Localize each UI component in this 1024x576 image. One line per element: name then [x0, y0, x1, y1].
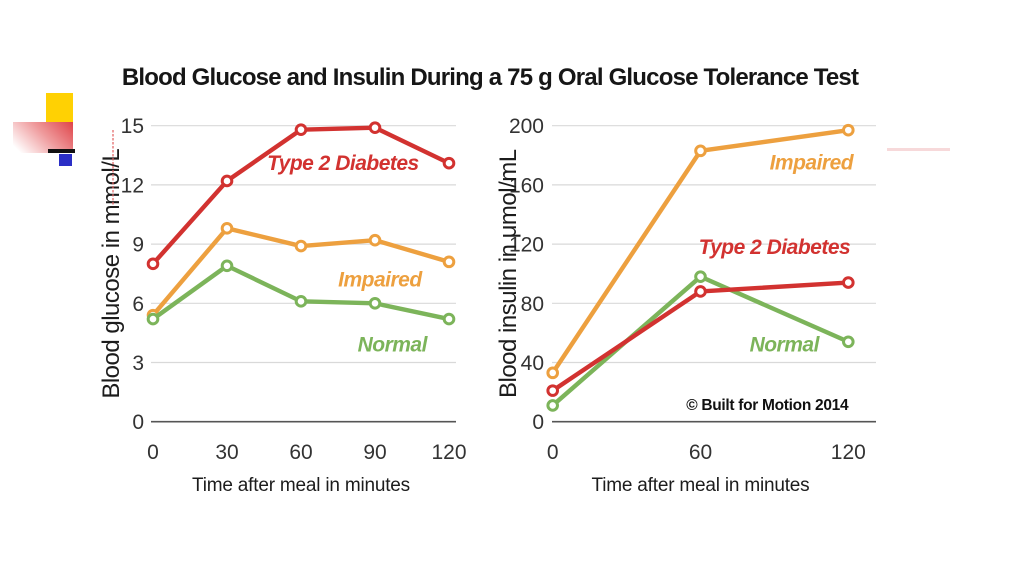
series-label-impaired: Impaired [770, 152, 855, 175]
data-point-type-2-diabetes [842, 276, 855, 289]
data-point-impaired [442, 255, 456, 269]
data-point-normal [546, 399, 560, 412]
x-tick-label: 60 [289, 441, 312, 464]
decoration-black-line [48, 149, 75, 153]
data-point-normal [146, 312, 160, 326]
decoration-red-gradient [13, 122, 73, 153]
y-tick-label: 9 [132, 234, 144, 257]
x-tick-label: 30 [215, 441, 238, 464]
data-point-type-2-diabetes [294, 123, 308, 136]
data-point-impaired [842, 123, 855, 137]
data-point-normal [842, 335, 855, 349]
data-point-normal [694, 270, 707, 283]
data-point-normal [220, 259, 234, 273]
y-tick-label: 120 [509, 234, 544, 257]
x-tick-label: 0 [547, 441, 559, 464]
x-tick-label: 90 [363, 441, 386, 464]
data-point-type-2-diabetes [546, 384, 560, 397]
y-tick-label: 0 [532, 411, 544, 434]
data-point-type-2-diabetes [442, 156, 456, 170]
chart-blood-glucose: 0 3 6 9 12 15 0 30 60 90 120 Time after meal in min… [98, 115, 467, 496]
y-axis-title: Blood glucose in mmol/L [98, 149, 125, 399]
chart-blood-insulin: 0 40 80 120 160 200 0 60 120 Time after meal in m… [495, 115, 876, 496]
y-tick-label: 0 [132, 411, 144, 434]
y-tick-label: 160 [509, 174, 544, 197]
data-point-normal [294, 295, 308, 308]
y-tick-label: 80 [521, 293, 544, 316]
x-tick-label: 60 [689, 441, 712, 464]
data-point-type-2-diabetes [368, 121, 382, 134]
y-tick-label: 15 [121, 115, 144, 138]
data-point-normal [442, 312, 456, 326]
decoration-faint-pink-line [887, 148, 950, 151]
x-axis-title: Time after meal in minutes [592, 475, 810, 496]
series-label-type-2-diabetes: Type 2 Diabetes [267, 152, 419, 175]
data-point-type-2-diabetes [146, 257, 160, 271]
y-tick-label: 3 [132, 352, 144, 375]
decoration-yellow-square [46, 93, 73, 122]
series-label-type-2-diabetes: Type 2 Diabetes [699, 236, 851, 259]
y-tick-label: 40 [521, 352, 544, 375]
credit-text: © Built for Motion 2014 [686, 397, 849, 414]
series-label-normal: Normal [358, 334, 429, 357]
page-title: Blood Glucose and Insulin During a 75 g … [121, 64, 859, 91]
data-point-impaired [694, 144, 707, 158]
decoration-blue-square [59, 154, 72, 166]
data-point-impaired [368, 233, 382, 247]
x-tick-label: 120 [831, 441, 866, 464]
x-axis-title: Time after meal in minutes [192, 475, 410, 496]
data-point-impaired [220, 222, 234, 235]
data-point-type-2-diabetes [694, 285, 707, 298]
x-tick-label: 0 [147, 441, 159, 464]
y-tick-label: 12 [121, 174, 144, 197]
series-label-normal: Normal [750, 334, 821, 357]
data-point-type-2-diabetes [220, 174, 234, 188]
y-tick-label: 200 [509, 115, 544, 138]
data-point-normal [368, 297, 382, 310]
data-point-impaired [294, 239, 308, 253]
y-axis-title: Blood insulin in μmol/mL [495, 149, 522, 398]
x-tick-label: 120 [431, 441, 466, 464]
data-point-impaired [546, 366, 560, 380]
y-tick-label: 6 [132, 293, 144, 316]
series-label-impaired: Impaired [338, 269, 423, 292]
